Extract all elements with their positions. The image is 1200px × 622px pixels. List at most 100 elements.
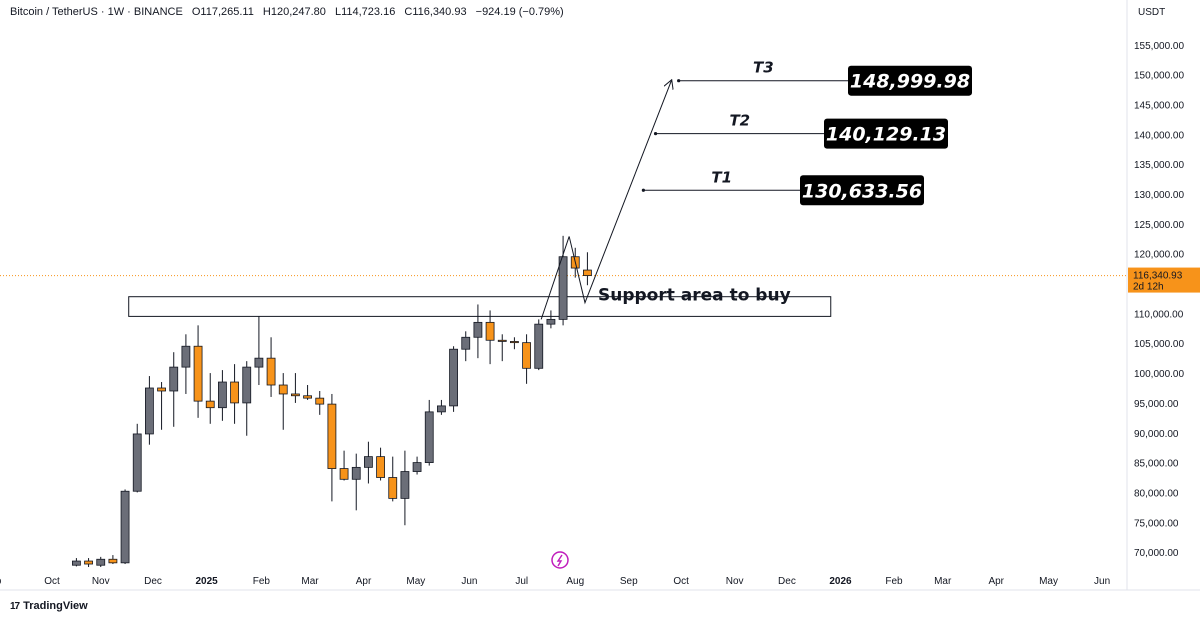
candle-body <box>437 405 446 413</box>
support-zone-layer: Support area to buy <box>128 286 832 317</box>
symbol-label[interactable]: Bitcoin / TetherUS · 1W · BINANCE <box>10 6 183 18</box>
y-tick-label: 155,000.00 <box>1134 41 1184 52</box>
candle-body <box>254 357 264 368</box>
candle-body <box>424 411 434 463</box>
candle-body <box>546 318 556 325</box>
candle-body <box>205 400 215 409</box>
x-tick-label: Jun <box>1094 576 1110 587</box>
candle-body <box>510 341 519 344</box>
candle-body <box>303 395 312 399</box>
x-tick-label: May <box>406 576 425 587</box>
last-price-badge <box>1128 267 1200 293</box>
candle-body <box>72 560 81 566</box>
y-tick-label: 90,000.00 <box>1134 429 1179 440</box>
candle-body <box>120 490 130 564</box>
candle-body <box>473 321 483 338</box>
currency-label[interactable]: USDT <box>1138 7 1166 18</box>
candle-body <box>449 348 458 407</box>
y-tick-label: 150,000.00 <box>1134 71 1184 82</box>
x-tick-label: Mar <box>301 576 319 587</box>
y-tick-label: 75,000.00 <box>1134 518 1179 529</box>
ohlc-close: C116,340.93 <box>404 6 467 18</box>
chart-header: Bitcoin / TetherUS · 1W · BINANCE O117,2… <box>10 6 570 18</box>
candle-body <box>583 269 592 276</box>
y-tick-label: 120,000.00 <box>1134 250 1184 261</box>
x-tick-label: Oct <box>44 576 60 587</box>
support-zone-label: Support area to buy <box>598 286 791 306</box>
target-name: T2 <box>729 112 750 130</box>
candle-body <box>485 321 495 341</box>
candle-body <box>351 466 361 480</box>
candle-body <box>315 397 325 405</box>
x-tick-label: Nov <box>726 576 744 587</box>
last-price-countdown: 2d 12h <box>1133 282 1164 293</box>
x-tick-label: Jun <box>461 576 477 587</box>
projection-path <box>568 81 671 305</box>
y-tick-label: 140,000.00 <box>1134 130 1184 141</box>
candle-body <box>181 345 191 368</box>
candle-body <box>522 342 531 369</box>
projection-lead-line <box>540 236 570 320</box>
candle-body <box>218 381 227 409</box>
target-value: 148,999.98 <box>850 71 970 93</box>
x-tick-label: Dec <box>144 576 162 587</box>
candle-body <box>145 387 154 435</box>
candle-body <box>84 560 93 565</box>
x-tick-label: 2025 <box>195 576 218 587</box>
y-tick-label: 145,000.00 <box>1134 101 1184 112</box>
x-tick-label: Apr <box>356 576 372 587</box>
ohlc-low: L114,723.16 <box>334 6 396 18</box>
candle-body <box>558 256 568 320</box>
x-tick-label: Apr <box>988 576 1004 587</box>
y-tick-label: 85,000.00 <box>1134 459 1179 470</box>
candle-body <box>96 558 106 566</box>
candle-body <box>291 393 300 397</box>
candle-body <box>339 468 349 480</box>
tradingview-logo[interactable]: 17 TradingView <box>10 600 88 612</box>
candle-body <box>412 462 422 472</box>
x-tick-label: May <box>1039 576 1058 587</box>
ohlc-change: −924.19 (−0.79%) <box>475 6 564 18</box>
x-tick-label: p <box>0 576 2 587</box>
x-tick-label: Oct <box>673 576 689 587</box>
y-tick-label: 130,000.00 <box>1134 190 1184 201</box>
support-zone-box <box>128 296 832 317</box>
candle-body <box>376 456 385 478</box>
last-price-label: 116,340.93 <box>1133 271 1183 282</box>
lightning-icon <box>551 551 569 569</box>
y-tick-label: 70,000.00 <box>1134 548 1179 559</box>
candle-body <box>157 387 166 392</box>
candle-body <box>242 366 252 404</box>
candle-body <box>400 471 410 499</box>
ohlc-high: H120,247.80 <box>262 6 326 18</box>
candle-body <box>132 433 142 492</box>
axis-layer: 70,000.00 75,000.00 80,000.00 85,000.00 90,0… <box>0 0 1200 591</box>
target-value-box <box>800 175 924 206</box>
annotation-layer: T1 130,633.56 T2 140,129.13 T3 148,999.98 <box>540 59 972 569</box>
y-tick-label: 125,000.00 <box>1134 220 1184 231</box>
candle-body <box>364 456 373 468</box>
target-name: T3 <box>753 59 774 77</box>
candles-layer <box>72 235 592 568</box>
x-tick-label: Aug <box>566 576 584 587</box>
y-tick-label: 105,000.00 <box>1134 339 1184 350</box>
y-tick-label: 95,000.00 <box>1134 399 1179 410</box>
x-tick-label: Feb <box>253 576 271 587</box>
tradingview-logo-text: TradingView <box>23 600 88 612</box>
target-value-box <box>824 118 948 149</box>
x-tick-label: Dec <box>778 576 796 587</box>
target-value-box <box>848 65 972 96</box>
candle-body <box>266 357 276 386</box>
ohlc-open: O117,265.11 <box>191 6 254 18</box>
candle-body <box>230 381 239 404</box>
candle-body <box>497 339 507 342</box>
x-tick-label: Sep <box>620 576 638 587</box>
x-tick-label: Nov <box>92 576 110 587</box>
candle-body <box>193 345 203 402</box>
candle-body <box>169 366 179 392</box>
candle-body <box>534 323 544 369</box>
target-value: 130,633.56 <box>802 180 922 202</box>
candle-body <box>461 336 471 350</box>
x-tick-label: Mar <box>934 576 952 587</box>
